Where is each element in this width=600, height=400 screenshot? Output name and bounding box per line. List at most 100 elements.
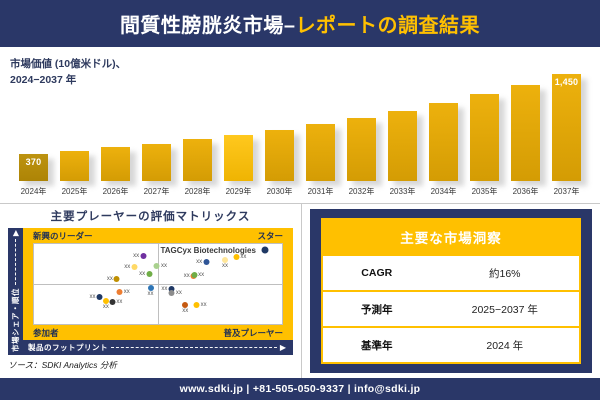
- point-label: xx: [160, 262, 167, 269]
- market-value-chart-section: 市場価値 (10億米ドル)、 2024−2037 年 370 2024年 2025年…: [0, 47, 600, 203]
- scatter-point: xx: [161, 285, 175, 292]
- point-label: xx: [89, 293, 96, 300]
- y-axis-bar: 市場シェア・順位 ▶: [8, 228, 23, 355]
- bar-column-2026年: 2026年: [95, 147, 136, 197]
- bar-data-label: 370: [25, 157, 42, 167]
- bar-2031年: [305, 124, 336, 181]
- bar-2026年: [100, 147, 131, 181]
- year-label: 2031年: [307, 187, 334, 196]
- bottom-section: 主要プレーヤーの評価マトリックス 市場シェア・順位 ▶ 新興のリーダー スター: [0, 203, 600, 378]
- bar-column-2029年: 2029年: [218, 135, 259, 197]
- insights-navy-box: 主要な市場洞察 CAGR 約16% 予測年 2025−2037 年 基準年 20…: [310, 209, 592, 373]
- year-label: 2024年: [20, 187, 47, 196]
- point-label: xx: [147, 291, 154, 298]
- point-label: xx: [175, 289, 182, 296]
- scatter-dot: [146, 270, 153, 277]
- chart-subtitle: 市場価値 (10億米ドル)、 2024−2037 年: [10, 57, 126, 89]
- scatter-point: xx: [196, 258, 210, 265]
- point-label: xx: [221, 263, 228, 270]
- quadrant-label-pervasive-players: 普及プレーヤー: [223, 327, 283, 338]
- quadrant-label-star: スター: [257, 230, 283, 241]
- point-label: xx: [123, 289, 130, 295]
- y-axis-label: 市場シェア・順位: [11, 288, 20, 352]
- year-label: 2032年: [348, 187, 375, 196]
- x-axis-dashed-line: [111, 347, 277, 348]
- bar-column-2033年: 2033年: [382, 111, 423, 197]
- market-insights-panel: 主要な市場洞察 CAGR 約16% 予測年 2025−2037 年 基準年 20…: [302, 204, 600, 378]
- point-label: xx: [139, 270, 146, 277]
- point-label: xx: [200, 301, 207, 308]
- scatter-dot: [193, 301, 200, 308]
- point-label: xx: [133, 253, 140, 259]
- bar-2024年: 370: [18, 154, 49, 181]
- year-label: 2037年: [553, 187, 580, 196]
- bar-column-2037年: 1,450 2037年: [546, 74, 587, 197]
- scatter-dot: [191, 272, 198, 279]
- bar-2037年: 1,450: [551, 74, 582, 181]
- year-label: 2033年: [389, 187, 416, 196]
- point-label: xx: [116, 298, 123, 305]
- scatter-dot: [182, 302, 189, 308]
- point-label: xx: [240, 253, 247, 260]
- year-label: 2029年: [225, 187, 252, 196]
- point-label: xx: [196, 258, 203, 265]
- table-row-base-year: 基準年 2024 年: [323, 326, 579, 362]
- quadrant-label-emerging-leaders: 新興のリーダー: [33, 230, 93, 241]
- title-accent: レポートの調査結果: [295, 15, 481, 37]
- matrix-bottom-band: 参加者 普及プレーヤー: [33, 325, 283, 340]
- bar-2025年: [59, 151, 90, 181]
- year-label: 2035年: [471, 187, 498, 196]
- matrix-title: 主要プレーヤーの評価マトリックス: [50, 211, 251, 223]
- scatter-plot: TAGCyx Biotechnologies xx xx xx xx xx xx xx xx x…: [33, 243, 283, 325]
- x-axis-bar: 製品のフットプリント ▶: [23, 340, 293, 355]
- year-label: 2026年: [102, 187, 129, 196]
- scatter-dot: [221, 257, 228, 264]
- scatter-dot: [131, 264, 138, 271]
- insights-table-header: 主要な市場洞察: [323, 220, 579, 254]
- bar-2030年: [264, 130, 295, 181]
- row-label: 基準年: [361, 339, 393, 352]
- scatter-dot: [168, 289, 175, 296]
- year-label: 2036年: [512, 187, 539, 196]
- scatter-point: xx: [191, 272, 205, 279]
- scatter-point: [261, 246, 269, 254]
- year-label: 2034年: [430, 187, 457, 196]
- scatter-dot: [168, 285, 175, 292]
- scatter-point: xx: [109, 298, 123, 305]
- scatter-point: xx: [193, 301, 207, 308]
- scatter-dot: [147, 285, 154, 292]
- point-label: xx: [198, 272, 205, 279]
- year-label: 2025年: [61, 187, 88, 196]
- x-axis-arrow-icon: ▶: [279, 342, 286, 352]
- bar-column-2031年: 2031年: [300, 124, 341, 197]
- bar-column-2024年: 370 2024年: [13, 154, 54, 197]
- row-value: 2024 年: [486, 339, 524, 352]
- bar-column-2035年: 2035年: [464, 94, 505, 197]
- scatter-dot: [109, 298, 116, 305]
- player-matrix-panel: 主要プレーヤーの評価マトリックス 市場シェア・順位 ▶ 新興のリーダー スター: [0, 204, 302, 378]
- footer-contact-text: www.sdki.jp | +81-505-050-9337 | info@sd…: [179, 383, 421, 395]
- bar-2033年: [387, 111, 418, 181]
- scatter-dot: [140, 253, 147, 259]
- year-label: 2027年: [143, 187, 170, 196]
- scatter-point: xx: [153, 262, 167, 269]
- point-label: xx: [106, 276, 113, 283]
- footer-bar: www.sdki.jp | +81-505-050-9337 | info@sd…: [0, 378, 600, 400]
- bar-2027年: [141, 144, 172, 181]
- scatter-point: xx: [106, 276, 120, 283]
- matrix-gold-frame: 新興のリーダー スター TAGCyx Biotechnologies xx xx x…: [23, 228, 293, 340]
- scatter-dot: [261, 246, 269, 254]
- bar-column-2036年: 2036年: [505, 85, 546, 197]
- row-value: 約16%: [489, 267, 521, 280]
- point-label: xx: [161, 285, 168, 292]
- scatter-point: xx: [116, 289, 130, 295]
- x-axis-label: 製品のフットプリント: [28, 343, 108, 352]
- scatter-point: xx: [182, 302, 189, 314]
- scatter-point: xx: [168, 289, 182, 296]
- scatter-point: xx: [233, 253, 247, 260]
- bar-2032年: [346, 118, 377, 181]
- insights-table: 主要な市場洞察 CAGR 約16% 予測年 2025−2037 年 基準年 20…: [321, 218, 581, 364]
- table-row-cagr: CAGR 約16%: [323, 254, 579, 290]
- bar-column-2034年: 2034年: [423, 103, 464, 197]
